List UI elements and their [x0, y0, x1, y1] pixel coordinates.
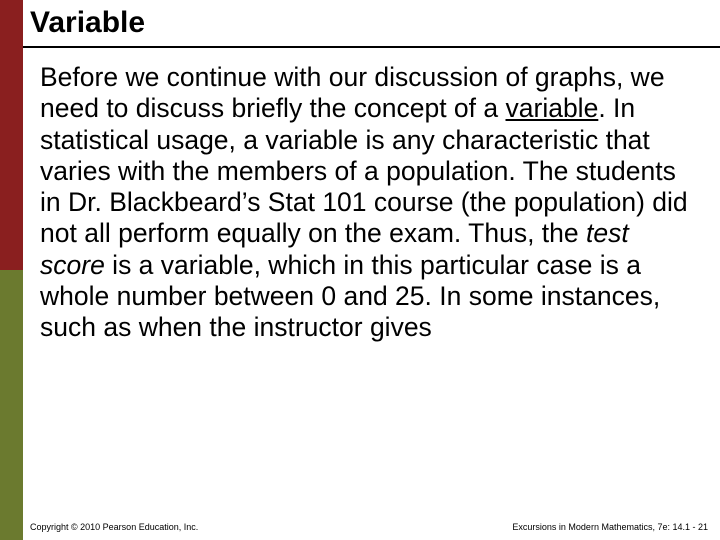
- body-text: Before we continue with our discussion o…: [40, 62, 690, 343]
- body-seg-3: is a variable, which in this particular …: [40, 250, 660, 343]
- footer-copyright: Copyright © 2010 Pearson Education, Inc.: [30, 522, 198, 532]
- slide-title: Variable: [30, 6, 145, 40]
- title-rule: [23, 46, 720, 48]
- sidebar-accent-bottom: [0, 270, 23, 540]
- sidebar-accent-top: [0, 0, 23, 270]
- footer-page-ref: Excursions in Modern Mathematics, 7e: 14…: [512, 522, 708, 532]
- term-variable: variable: [506, 93, 599, 123]
